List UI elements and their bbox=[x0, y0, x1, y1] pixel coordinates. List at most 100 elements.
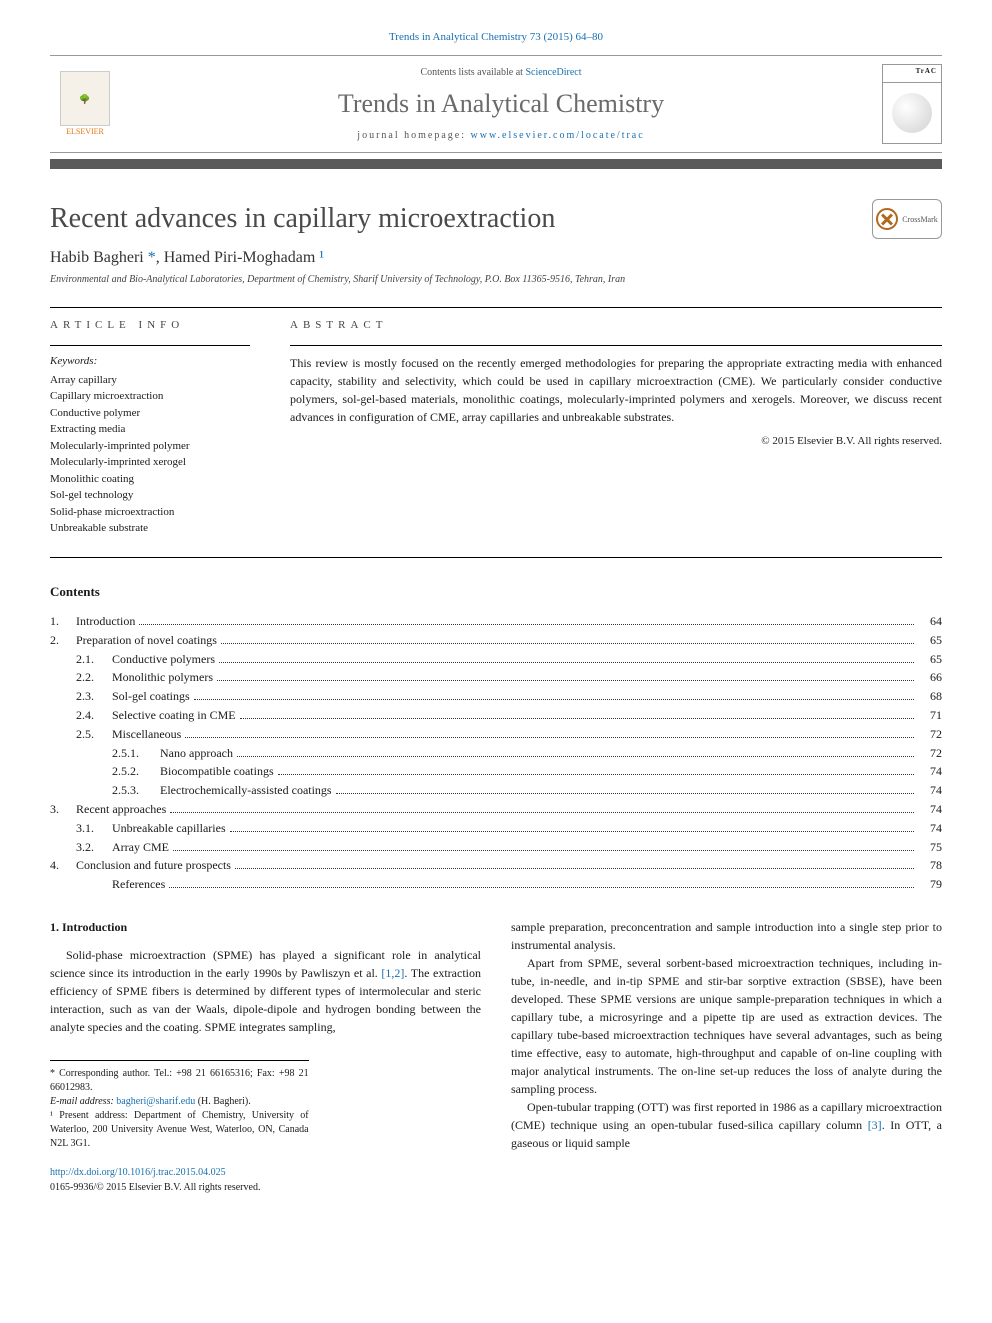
toc-leader-dots bbox=[169, 887, 914, 888]
journal-cover-thumbnail: TrAC bbox=[882, 64, 942, 144]
body-column-right: sample preparation, preconcentration and… bbox=[511, 918, 942, 1195]
toc-title: Preparation of novel coatings bbox=[76, 632, 217, 649]
toc-title: Selective coating in CME bbox=[112, 708, 236, 722]
toc-row[interactable]: 2.1.Conductive polymers 65 bbox=[50, 651, 942, 668]
toc-number: 2. bbox=[50, 632, 76, 649]
keyword-item: Monolithic coating bbox=[50, 471, 250, 488]
authors-line: Habib Bagheri *, Hamed Piri-Moghadam ¹ bbox=[50, 247, 942, 269]
toc-row[interactable]: 3.Recent approaches74 bbox=[50, 801, 942, 818]
publisher-name: ELSEVIER bbox=[66, 126, 104, 137]
journal-homepage-link[interactable]: www.elsevier.com/locate/trac bbox=[471, 130, 645, 141]
toc-title: Biocompatible coatings bbox=[160, 764, 274, 778]
contents-available-line: Contents lists available at ScienceDirec… bbox=[120, 66, 882, 80]
toc-leader-dots bbox=[336, 793, 914, 794]
toc-row[interactable]: 2.4.Selective coating in CME 71 bbox=[50, 707, 942, 724]
toc-number: 2.5.3. bbox=[112, 782, 160, 799]
toc-row[interactable]: 2.5.2.Biocompatible coatings74 bbox=[50, 763, 942, 780]
toc-row[interactable]: 4.Conclusion and future prospects78 bbox=[50, 857, 942, 874]
toc-title: Recent approaches bbox=[76, 801, 166, 818]
toc-page-number: 68 bbox=[918, 688, 942, 705]
sciencedirect-link[interactable]: ScienceDirect bbox=[525, 67, 581, 78]
abstract-text: This review is mostly focused on the rec… bbox=[290, 354, 942, 426]
citation-ref[interactable]: [3] bbox=[868, 1118, 882, 1132]
toc-number: 2.4. bbox=[76, 707, 112, 724]
toc-leader-dots bbox=[170, 812, 914, 813]
divider bbox=[50, 345, 250, 346]
keyword-item: Molecularly-imprinted xerogel bbox=[50, 454, 250, 471]
citation-ref[interactable]: [1,2] bbox=[381, 966, 404, 980]
header-divider-bar bbox=[50, 159, 942, 169]
article-title: Recent advances in capillary microextrac… bbox=[50, 199, 555, 238]
toc-page-number: 74 bbox=[918, 763, 942, 780]
publisher-logo: 🌳 ELSEVIER bbox=[50, 64, 120, 144]
toc-title: Conductive polymers bbox=[112, 652, 215, 666]
toc-leader-dots bbox=[221, 643, 914, 644]
keyword-item: Conductive polymer bbox=[50, 405, 250, 422]
crossmark-badge[interactable]: CrossMark bbox=[872, 199, 942, 239]
body-paragraph: Apart from SPME, several sorbent-based m… bbox=[511, 954, 942, 1098]
toc-number: 2.2. bbox=[76, 669, 112, 686]
section-title: Introduction bbox=[62, 920, 127, 934]
toc-page-number: 66 bbox=[918, 669, 942, 686]
corresponding-author-footnote: * Corresponding author. Tel.: +98 21 661… bbox=[50, 1067, 309, 1095]
keyword-item: Solid-phase microextraction bbox=[50, 504, 250, 521]
section-number: 1. bbox=[50, 920, 62, 934]
divider bbox=[50, 307, 942, 308]
body-paragraph: sample preparation, preconcentration and… bbox=[511, 918, 942, 954]
keywords-label: Keywords: bbox=[50, 354, 250, 369]
toc-leader-dots bbox=[237, 756, 914, 757]
toc-page-number: 78 bbox=[918, 857, 942, 874]
toc-number: 2.1. bbox=[76, 651, 112, 668]
journal-cover-graphic-icon bbox=[892, 93, 932, 133]
toc-page-number: 75 bbox=[918, 839, 942, 856]
toc-row[interactable]: 3.2.Array CME75 bbox=[50, 839, 942, 856]
toc-title: Unbreakable capillaries bbox=[112, 821, 226, 835]
toc-leader-dots bbox=[278, 774, 914, 775]
toc-row[interactable]: 1.Introduction64 bbox=[50, 613, 942, 630]
toc-row[interactable]: 2.5.3.Electrochemically-assisted coating… bbox=[50, 782, 942, 799]
toc-row[interactable]: 2.5.1.Nano approach72 bbox=[50, 745, 942, 762]
toc-number: 3.1. bbox=[76, 820, 112, 837]
toc-title: Introduction bbox=[76, 613, 135, 630]
toc-page-number: 65 bbox=[918, 651, 942, 668]
author-1: Habib Bagheri bbox=[50, 249, 144, 266]
keyword-item: Extracting media bbox=[50, 421, 250, 438]
article-info-heading: ARTICLE INFO bbox=[50, 318, 250, 333]
toc-leader-dots bbox=[219, 662, 914, 663]
crossmark-icon bbox=[876, 208, 898, 230]
journal-cover-label: TrAC bbox=[883, 65, 941, 83]
toc-number: 2.5. bbox=[76, 726, 112, 743]
toc-leader-dots bbox=[235, 868, 914, 869]
toc-number: 2.3. bbox=[76, 688, 112, 705]
journal-homepage-line: journal homepage: www.elsevier.com/locat… bbox=[120, 129, 882, 143]
toc-row[interactable]: 2.Preparation of novel coatings65 bbox=[50, 632, 942, 649]
toc-row[interactable]: 3.1.Unbreakable capillaries74 bbox=[50, 820, 942, 837]
keyword-item: Unbreakable substrate bbox=[50, 520, 250, 537]
toc-row[interactable]: 2.5.Miscellaneous72 bbox=[50, 726, 942, 743]
toc-leader-dots bbox=[240, 718, 914, 719]
toc-title: Nano approach bbox=[160, 746, 233, 760]
body-paragraph: Solid-phase microextraction (SPME) has p… bbox=[50, 946, 481, 1036]
toc-row[interactable]: References79 bbox=[50, 876, 942, 893]
running-citation: Trends in Analytical Chemistry 73 (2015)… bbox=[50, 30, 942, 45]
homepage-prefix: journal homepage: bbox=[357, 130, 470, 141]
toc-number: 3.2. bbox=[76, 839, 112, 856]
toc-title: Monolithic polymers bbox=[112, 670, 213, 684]
affiliation: Environmental and Bio-Analytical Laborat… bbox=[50, 273, 942, 287]
toc-title: References bbox=[112, 877, 165, 891]
email-footnote: E-mail address: bagheri@sharif.edu (H. B… bbox=[50, 1095, 309, 1109]
toc-leader-dots bbox=[139, 624, 914, 625]
abstract-copyright: © 2015 Elsevier B.V. All rights reserved… bbox=[290, 434, 942, 449]
toc-row[interactable]: 2.2.Monolithic polymers 66 bbox=[50, 669, 942, 686]
divider bbox=[290, 345, 942, 346]
toc-row[interactable]: 2.3.Sol-gel coatings68 bbox=[50, 688, 942, 705]
toc-number: 3. bbox=[50, 801, 76, 818]
toc-page-number: 71 bbox=[918, 707, 942, 724]
contents-heading: Contents bbox=[50, 583, 942, 601]
keyword-item: Capillary microextraction bbox=[50, 388, 250, 405]
toc-page-number: 72 bbox=[918, 726, 942, 743]
issn-copyright: 0165-9936/© 2015 Elsevier B.V. All right… bbox=[50, 1182, 260, 1193]
elsevier-tree-icon: 🌳 bbox=[60, 71, 110, 126]
author-email-link[interactable]: bagheri@sharif.edu bbox=[116, 1096, 195, 1107]
doi-link[interactable]: http://dx.doi.org/10.1016/j.trac.2015.04… bbox=[50, 1167, 226, 1178]
